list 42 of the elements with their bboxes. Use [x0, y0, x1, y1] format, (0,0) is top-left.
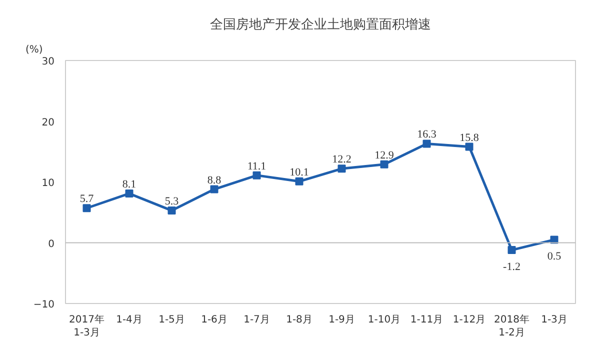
x-tick-label: 1-6月 — [201, 314, 228, 326]
y-tick-label: 0 — [48, 238, 55, 250]
data-label: 0.5 — [547, 250, 562, 263]
x-tick-label: 1-12月 — [452, 314, 486, 326]
point — [125, 190, 134, 198]
x-tick-label: 1-11月 — [410, 314, 444, 326]
x-tick-label: 1-10月 — [368, 314, 401, 326]
data-label: 5.3 — [164, 196, 180, 208]
data-label: 11.1 — [247, 160, 266, 172]
y-axis-title: (%) — [26, 44, 43, 56]
x-tick-label: 1-5月 — [158, 314, 185, 326]
data-label: 16.3 — [417, 128, 437, 141]
y-tick-label: −10 — [33, 300, 55, 310]
y-tick-label: 20 — [42, 117, 55, 128]
y-tick-label: 30 — [42, 56, 55, 68]
x-tick-label: 2017年 1-3月 — [69, 314, 104, 339]
point — [338, 164, 346, 173]
data-label: 8.8 — [207, 174, 222, 186]
point — [508, 246, 516, 254]
y-tick-label: 10 — [42, 178, 55, 189]
x-tick-label: 1-4月 — [116, 314, 142, 326]
x-tick-label: 1-8月 — [286, 314, 312, 326]
point — [252, 171, 261, 180]
point — [465, 142, 474, 151]
data-label: 15.8 — [460, 132, 480, 144]
data-label: 12.2 — [332, 154, 352, 166]
x-tick-label: 1-3月 — [541, 314, 568, 326]
data-label: -1.2 — [503, 261, 520, 274]
point — [210, 185, 218, 194]
data-label: 12.9 — [374, 149, 394, 162]
chart-title: 全国房地产开发企业土地购置面积增速 — [210, 16, 431, 32]
data-label: 8.1 — [122, 178, 136, 191]
point — [422, 140, 431, 148]
x-tick-label: 1-9月 — [328, 314, 355, 326]
x-tick-label: 2018年 1-2月 — [494, 314, 530, 339]
data-label: 5.7 — [80, 193, 94, 206]
data-label: 10.1 — [290, 166, 309, 178]
point — [295, 177, 304, 186]
x-tick-label: 1-7月 — [244, 314, 270, 326]
point — [168, 206, 176, 215]
point — [380, 160, 388, 168]
point — [82, 204, 91, 212]
